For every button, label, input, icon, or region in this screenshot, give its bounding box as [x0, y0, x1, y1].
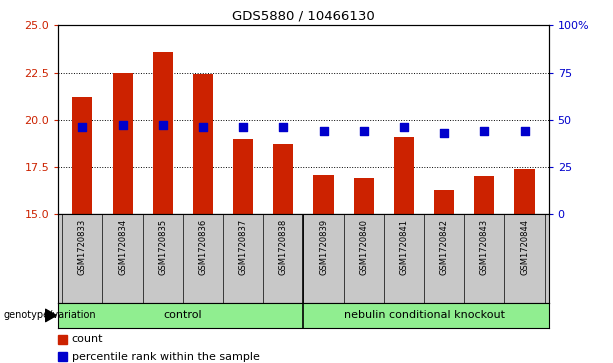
Bar — [193, 74, 213, 214]
Text: GSM1720836: GSM1720836 — [199, 219, 207, 275]
Point — [118, 123, 128, 129]
Bar — [273, 144, 294, 214]
Title: GDS5880 / 10466130: GDS5880 / 10466130 — [232, 10, 375, 23]
Bar — [233, 139, 253, 214]
Point — [158, 123, 167, 129]
Text: GSM1720843: GSM1720843 — [480, 219, 489, 275]
Text: genotype/variation: genotype/variation — [3, 310, 96, 321]
Text: GSM1720842: GSM1720842 — [440, 219, 449, 275]
Bar — [153, 52, 173, 214]
Bar — [394, 137, 414, 214]
Bar — [474, 176, 494, 214]
Point — [359, 128, 368, 134]
Point — [278, 125, 288, 130]
Text: GSM1720837: GSM1720837 — [238, 219, 248, 275]
Point — [238, 125, 248, 130]
Point — [479, 128, 489, 134]
Text: GSM1720840: GSM1720840 — [359, 219, 368, 275]
Bar — [354, 178, 374, 214]
Text: GSM1720841: GSM1720841 — [400, 219, 408, 275]
Bar — [434, 189, 454, 214]
Bar — [58, 352, 67, 362]
Point — [440, 130, 449, 136]
Text: percentile rank within the sample: percentile rank within the sample — [72, 352, 259, 362]
Text: GSM1720835: GSM1720835 — [158, 219, 167, 275]
Text: GSM1720834: GSM1720834 — [118, 219, 127, 275]
Text: GSM1720839: GSM1720839 — [319, 219, 328, 275]
Text: nebulin conditional knockout: nebulin conditional knockout — [343, 310, 504, 321]
Text: GSM1720838: GSM1720838 — [279, 219, 288, 275]
Point — [319, 128, 329, 134]
Point — [77, 125, 87, 130]
Bar — [58, 335, 67, 344]
Point — [198, 125, 208, 130]
Text: count: count — [72, 334, 103, 344]
Text: GSM1720833: GSM1720833 — [78, 219, 87, 275]
Bar — [514, 169, 535, 214]
Bar — [72, 97, 93, 214]
Point — [399, 125, 409, 130]
Text: control: control — [164, 310, 202, 321]
Text: GSM1720844: GSM1720844 — [520, 219, 529, 275]
Bar — [313, 175, 333, 214]
Point — [520, 128, 530, 134]
Polygon shape — [45, 309, 56, 322]
Bar — [113, 73, 132, 214]
